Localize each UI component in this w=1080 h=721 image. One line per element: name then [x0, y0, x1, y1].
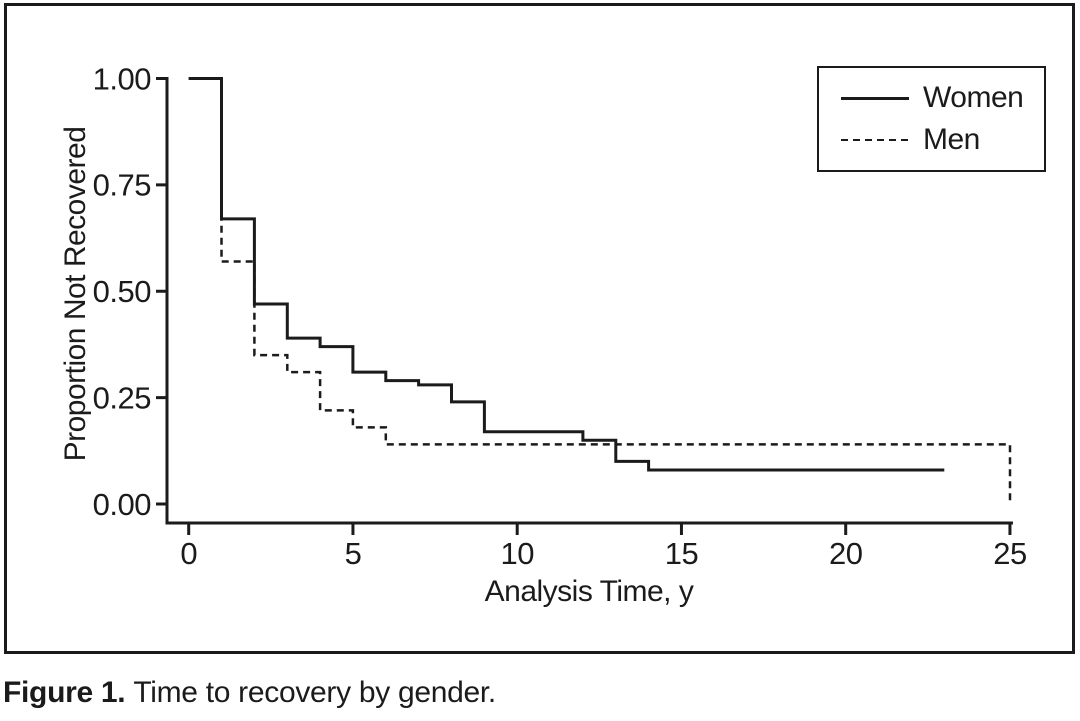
figure-caption-text: Time to recovery by gender. [133, 676, 496, 709]
series-men-line [188, 77, 1012, 504]
y-tick-label: 0.50 [93, 274, 152, 309]
y-tick-label: 0.00 [93, 487, 152, 522]
figure-panel: 0.00 0.25 0.50 0.75 1.00 0 5 10 15 20 25 Proportio… [4, 3, 1075, 654]
y-axis-title: Proportion Not Recovered [59, 126, 92, 462]
km-chart: 0.00 0.25 0.50 0.75 1.00 0 5 10 15 20 25 [93, 61, 1028, 571]
x-tick-label: 10 [500, 536, 534, 571]
x-tick-label: 25 [993, 536, 1026, 571]
figure-caption-label: Figure 1. [3, 676, 126, 709]
x-tick-label: 20 [829, 536, 863, 571]
legend-item-men: Men [841, 125, 1044, 155]
legend-box: Women Men [817, 66, 1046, 172]
y-tick-label: 0.75 [93, 168, 151, 203]
legend-item-women: Women [841, 83, 1044, 113]
y-tick-label: 1.00 [93, 61, 152, 96]
legend-label-men: Men [923, 123, 980, 156]
x-tick-label: 0 [180, 536, 197, 571]
men-dashed-line-sample [841, 138, 909, 142]
x-tick-label: 15 [665, 536, 698, 571]
x-tick-label: 5 [345, 536, 362, 571]
legend-label-women: Women [923, 81, 1024, 114]
x-axis-title: Analysis Time, y [484, 575, 694, 608]
women-solid-line-sample [841, 96, 909, 100]
series-women-line [188, 77, 945, 472]
figure-caption: Figure 1. Time to recovery by gender. [3, 676, 496, 710]
y-tick-label: 0.25 [93, 380, 151, 415]
